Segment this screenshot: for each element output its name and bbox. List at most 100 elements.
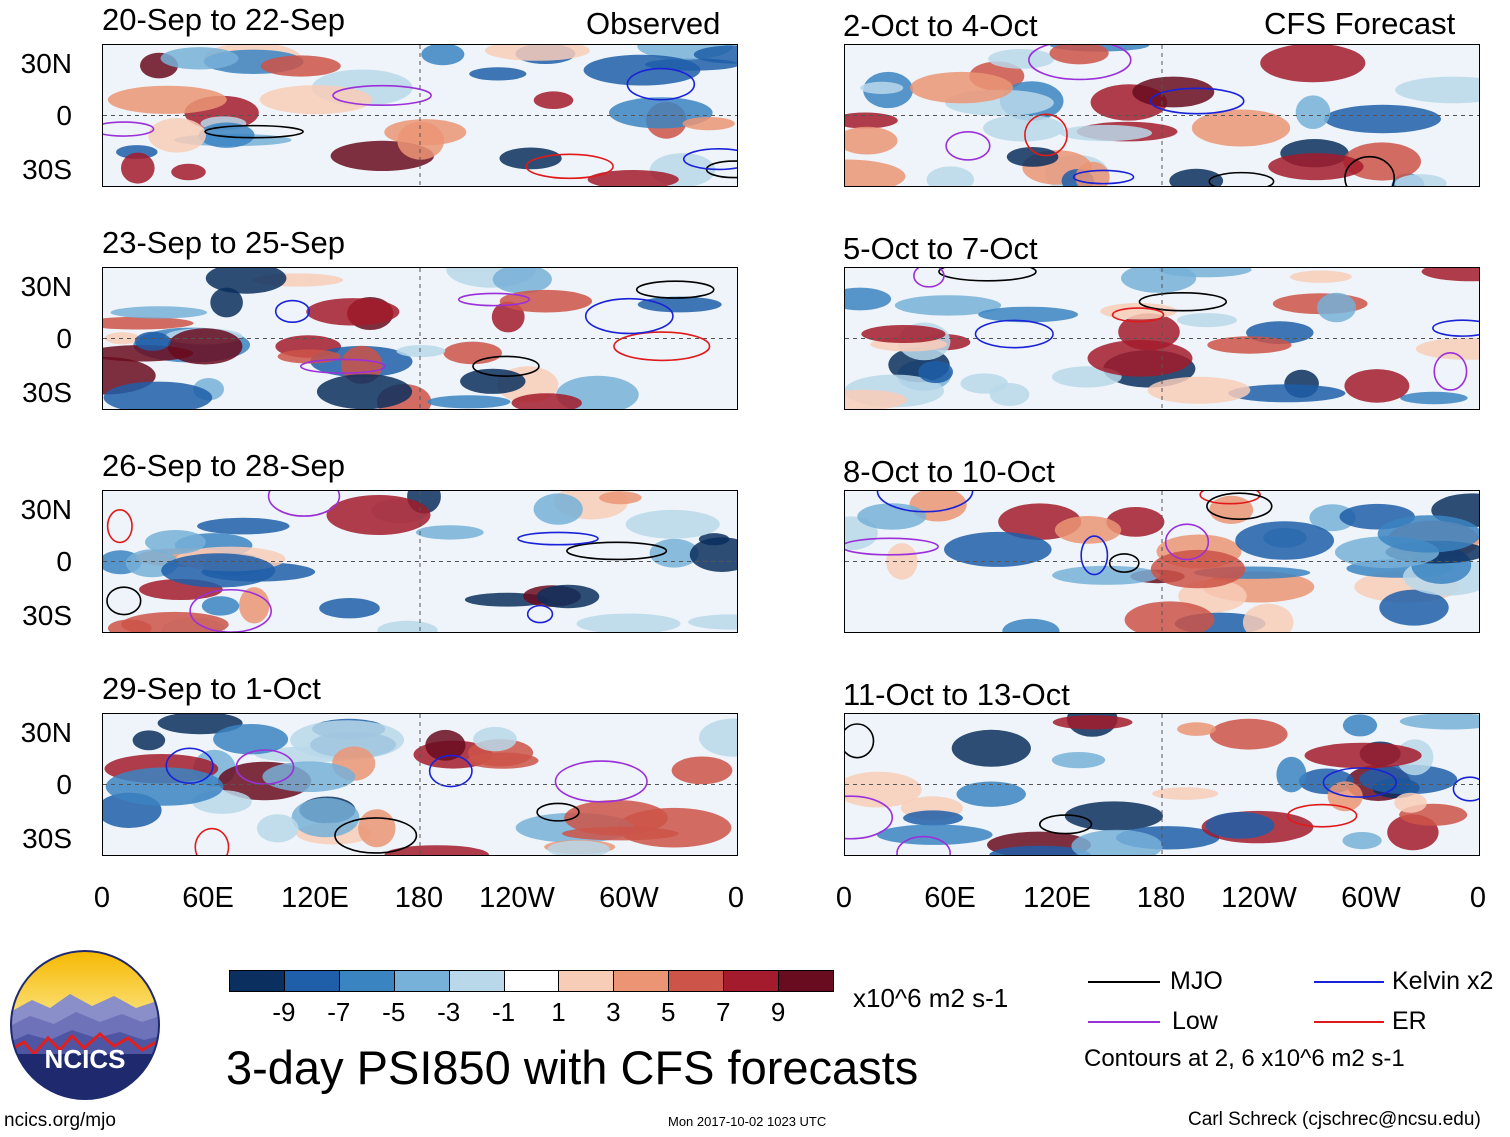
contour-line: [1432, 319, 1479, 337]
anomaly-blob: [533, 91, 574, 109]
y-tick-label: 30N: [20, 717, 72, 748]
anomaly-blob: [1421, 268, 1479, 282]
legend-swatch-er: [1314, 1021, 1384, 1023]
anomaly-blob: [625, 509, 720, 539]
contour-line: [457, 292, 531, 307]
contour-line: [974, 319, 1054, 349]
anomaly-blob: [1121, 268, 1197, 293]
anomaly-blob: [167, 328, 243, 365]
y-tick-label: 30S: [22, 823, 72, 854]
anomaly-blob: [443, 341, 503, 365]
anomaly-blob: [845, 287, 892, 311]
contour-line: [1452, 776, 1479, 802]
anomaly-blob: [358, 809, 396, 848]
contour-line: [189, 588, 272, 632]
x-tick-label: 0: [727, 882, 745, 914]
contour-line: [845, 723, 875, 759]
anomaly-blob: [845, 389, 908, 409]
anomaly-blob: [326, 495, 431, 535]
map-panel: [102, 267, 738, 410]
logo-text: NCICS: [45, 1044, 126, 1074]
x-tick-label: 0: [1469, 882, 1487, 914]
anomaly-blob: [1147, 376, 1251, 404]
anomaly-blob: [306, 298, 400, 326]
colorbar-tick-label: -5: [382, 997, 406, 1027]
anomaly-blob: [1100, 303, 1177, 320]
anomaly-blob: [121, 611, 229, 632]
heatmap-field: [103, 45, 737, 186]
anomaly-blob: [341, 345, 383, 384]
contour-line: [525, 153, 614, 180]
y-tick-label: 30N: [20, 48, 72, 79]
anomaly-blob: [857, 503, 927, 530]
anomaly-blob: [1395, 76, 1479, 104]
contour-line: [876, 491, 974, 513]
anomaly-blob: [861, 325, 946, 343]
contour-line: [682, 148, 737, 171]
contour-line: [1038, 814, 1093, 835]
anomaly-blob: [213, 724, 289, 755]
x-tick-label: 120E: [281, 882, 349, 914]
x-tick-label: 120W: [479, 882, 555, 914]
anomaly-blob: [583, 54, 701, 86]
anomaly-blob: [473, 726, 517, 752]
contour-line: [554, 760, 648, 803]
panel-title: 20-Sep to 22-Sep: [102, 2, 346, 37]
contour-line: [566, 541, 668, 561]
anomaly-blob: [499, 147, 562, 170]
anomaly-blob: [319, 598, 380, 619]
footer-timestamp: Mon 2017-10-02 1023 UTC: [668, 1114, 827, 1129]
anomaly-blob: [698, 533, 730, 546]
anomaly-blob: [145, 530, 206, 555]
x-tick-label: 0: [93, 882, 111, 914]
contour-line: [1138, 291, 1228, 312]
panel-title: 5-Oct to 7-Oct: [843, 231, 1038, 266]
y-tick-label: 30S: [22, 377, 72, 408]
anomaly-blob: [460, 368, 526, 394]
colorbar-units: x10^6 m2 s-1: [853, 983, 1009, 1013]
anomaly-blob: [1087, 340, 1193, 377]
contour-line: [517, 531, 599, 546]
colorbar-box: [338, 970, 395, 992]
anomaly-blob: [918, 360, 953, 384]
map-panel: [844, 490, 1480, 633]
anomaly-blob: [989, 845, 1091, 855]
logo-graphic: NCICS: [10, 950, 160, 1100]
colorbar-box: [613, 970, 670, 992]
anomaly-blob: [956, 781, 1026, 807]
anomaly-blob: [1049, 45, 1109, 65]
contour-line: [945, 130, 991, 161]
contour-line: [235, 749, 295, 785]
anomaly-blob: [894, 295, 1002, 316]
anomaly-blob: [421, 45, 465, 66]
legend-swatch-kelvin: [1314, 981, 1384, 983]
anomaly-blob: [1124, 601, 1215, 632]
anomaly-blob: [1394, 792, 1427, 813]
anomaly-blob: [103, 381, 213, 409]
anomaly-blob: [910, 71, 1013, 104]
anomaly-blob: [988, 49, 1055, 69]
anomaly-blob: [1295, 95, 1331, 129]
contour-line: [332, 84, 432, 107]
colorbar-tick-label: 9: [770, 997, 786, 1027]
contour-line: [1111, 307, 1165, 323]
colorbar-box: [283, 970, 340, 992]
anomaly-blob: [1177, 722, 1216, 736]
y-tick-label: 30S: [22, 154, 72, 185]
heatmap-field: [103, 268, 737, 409]
contour-line: [1149, 87, 1245, 115]
contour-line: [334, 817, 418, 854]
colorbar-box: [393, 970, 450, 992]
contour-line: [106, 586, 142, 616]
anomaly-blob: [1394, 174, 1447, 186]
panel-title: 11-Oct to 13-Oct: [843, 677, 1070, 712]
anomaly-blob: [1054, 516, 1122, 544]
anomaly-blob: [134, 331, 171, 351]
y-tick-label: 30N: [20, 494, 72, 525]
anomaly-blob: [290, 720, 405, 760]
x-tick-label: 120E: [1023, 882, 1091, 914]
anomaly-blob: [1399, 714, 1479, 730]
anomaly-blob: [110, 306, 208, 319]
footer-url[interactable]: ncics.org/mjo: [4, 1110, 116, 1131]
contour-line: [1322, 767, 1398, 798]
